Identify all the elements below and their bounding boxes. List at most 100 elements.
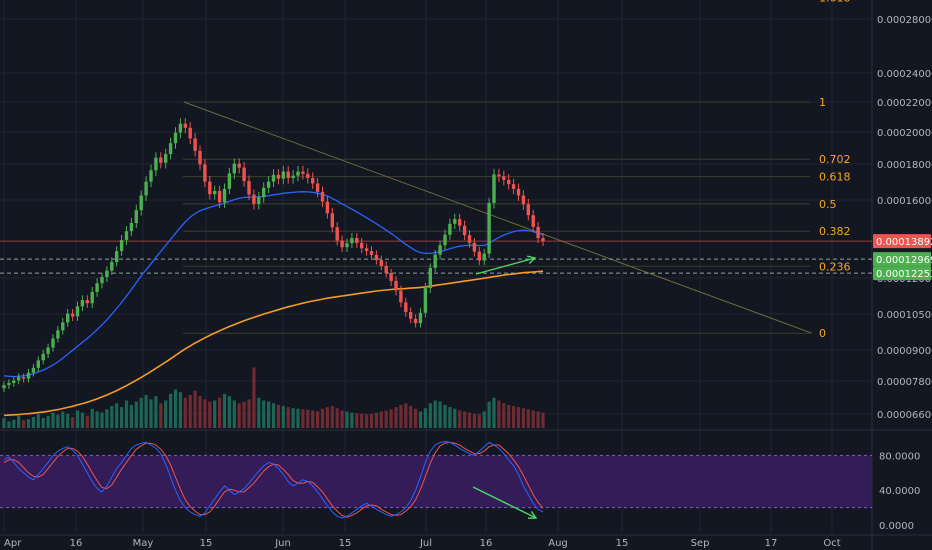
volume-bar <box>159 403 163 428</box>
volume-bar <box>340 410 344 428</box>
ma-slow-line <box>3 270 544 417</box>
volume-bar <box>100 412 104 428</box>
candle-body <box>222 188 227 203</box>
volume-bar <box>463 411 467 428</box>
volume-bar <box>365 414 369 428</box>
price-badge <box>873 234 931 249</box>
volume-bar <box>379 411 383 428</box>
volume-bar <box>306 409 310 428</box>
volume-bar <box>95 411 99 428</box>
candle-body <box>340 240 344 248</box>
candle-body <box>105 270 109 278</box>
candle-body <box>17 377 21 381</box>
candle-body <box>516 188 521 196</box>
volume-bar <box>71 417 75 428</box>
candle-body <box>80 300 85 307</box>
volume-bar <box>41 418 45 428</box>
volume-bar <box>531 410 535 428</box>
candle-body <box>458 219 462 226</box>
candle-body <box>164 154 168 163</box>
candle-body <box>335 227 339 241</box>
volume-bar <box>404 403 408 428</box>
volume-bar <box>399 404 403 428</box>
candle-body <box>208 181 212 195</box>
candle-body <box>291 175 295 179</box>
volume-bar <box>428 403 432 428</box>
volume-bar <box>26 419 31 428</box>
candle-body <box>360 242 364 249</box>
volume-bar <box>124 400 129 428</box>
volume-bar <box>66 413 70 428</box>
volume-bar <box>12 419 16 428</box>
candle-body <box>379 260 383 266</box>
volume-bar <box>188 395 192 428</box>
candle-body <box>36 360 40 368</box>
price-tick-label: 0.00022000 <box>877 98 932 109</box>
volume-bar <box>208 401 212 428</box>
fib-label: 1 <box>819 96 826 109</box>
fib-label: 0.618 <box>819 171 851 184</box>
candle-body <box>262 187 266 198</box>
volume-bar <box>311 410 315 428</box>
candle-body <box>2 385 6 389</box>
time-tick-label: 16 <box>70 538 83 549</box>
volume-bar <box>252 367 256 428</box>
volume-bar <box>369 413 374 428</box>
candle-body <box>443 234 447 246</box>
candle-body <box>75 306 80 317</box>
volume-bar <box>296 408 300 428</box>
volume-bar <box>242 401 246 428</box>
volume-bar <box>330 406 334 428</box>
candle-body <box>453 219 457 224</box>
candle-body <box>217 191 222 203</box>
volume-bar <box>487 401 491 428</box>
candle-body <box>124 231 129 240</box>
volume-bar <box>129 404 133 428</box>
volume-bars <box>2 367 545 428</box>
candle-body <box>511 184 516 189</box>
stochastic-lines <box>3 440 544 519</box>
price-axis[interactable]: 0.00028000 0.00024000 0.00022000 0.00020000… <box>873 15 932 532</box>
candle-body <box>21 377 26 379</box>
price-tick-label: 0.00024000 <box>877 69 932 80</box>
volume-bar <box>173 389 178 428</box>
candle-body <box>129 223 134 232</box>
time-axis[interactable]: Apr 16 May 15 Jun 15 Jul 16 Aug 15 Sep 17 Oct <box>4 538 841 549</box>
candle-body <box>507 179 511 185</box>
volume-bar <box>227 396 231 428</box>
volume-bar <box>247 399 251 428</box>
candle-body <box>31 367 36 373</box>
price-divergence-arrow <box>475 257 536 275</box>
volume-bar <box>237 403 241 428</box>
volume-bar <box>2 418 6 428</box>
price-tick-label: 0.00016000 <box>877 196 932 207</box>
candle-body <box>413 318 418 324</box>
candle-body <box>227 173 232 189</box>
volume-bar <box>61 411 65 428</box>
candle-body <box>90 291 94 304</box>
volume-bar <box>257 397 261 428</box>
candle-body <box>423 288 428 313</box>
volume-bar <box>477 414 481 428</box>
candle-body <box>139 195 143 211</box>
volume-bar <box>218 397 222 428</box>
price-tick-label: 0.00009000 <box>877 346 932 357</box>
candle-body <box>492 174 496 203</box>
time-tick-label: 15 <box>616 538 629 549</box>
candle-body <box>193 138 197 151</box>
candle-body <box>345 243 349 248</box>
candle-body <box>242 167 246 182</box>
candle-body <box>482 253 486 261</box>
candle-body <box>438 245 442 255</box>
candle-body <box>404 302 408 313</box>
volume-bar <box>286 407 290 428</box>
candle-body <box>252 194 256 204</box>
candle-body <box>144 181 148 196</box>
volume-bar <box>472 413 476 428</box>
price-divergence-arrow-head <box>527 255 537 265</box>
fib-label: 0 <box>819 327 826 340</box>
candle-body <box>203 164 207 182</box>
candle-body <box>374 254 379 261</box>
